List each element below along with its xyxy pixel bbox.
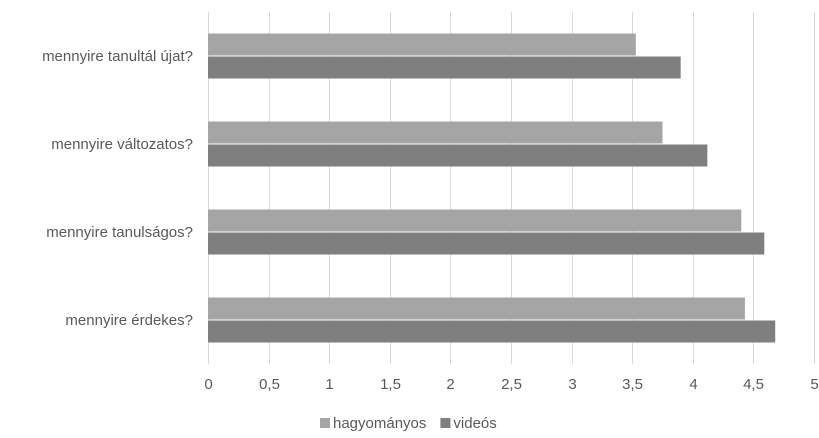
bar-videós bbox=[208, 320, 776, 343]
x-tick-label: 4 bbox=[689, 376, 697, 393]
x-tick-label: 2,5 bbox=[501, 376, 522, 393]
legend-label: hagyományos bbox=[333, 415, 426, 432]
bar-hagyományos bbox=[208, 121, 663, 144]
category-label: mennyire változatos? bbox=[51, 136, 193, 153]
bar-hagyományos bbox=[208, 297, 745, 320]
x-tick-label: 4,5 bbox=[743, 376, 764, 393]
x-tick-label: 3 bbox=[568, 376, 576, 393]
category-label: mennyire tanulságos? bbox=[46, 224, 193, 241]
legend-swatch bbox=[440, 418, 451, 428]
x-tick-label: 5 bbox=[810, 376, 818, 393]
bar-videós bbox=[208, 56, 681, 79]
category-labels: mennyire tanultál újat? mennyire változat… bbox=[42, 48, 193, 329]
legend: hagyományos videós bbox=[320, 415, 497, 432]
x-tick-label: 2 bbox=[446, 376, 454, 393]
bar-videós bbox=[208, 232, 765, 255]
x-tick-label: 0,5 bbox=[259, 376, 280, 393]
x-tick-labels: 0 0,5 1 1,5 2 2,5 3 3,5 4 4,5 5 bbox=[204, 376, 818, 393]
legend-label: videós bbox=[453, 415, 496, 432]
x-tick-label: 0 bbox=[204, 376, 212, 393]
bars bbox=[208, 33, 776, 343]
x-tick-label: 1 bbox=[325, 376, 333, 393]
x-tick-label: 1,5 bbox=[380, 376, 401, 393]
x-tick-label: 3,5 bbox=[622, 376, 643, 393]
category-label: mennyire tanultál újat? bbox=[42, 48, 193, 65]
bar-hagyományos bbox=[208, 209, 742, 232]
legend-swatch bbox=[320, 418, 330, 428]
bar-hagyományos bbox=[208, 33, 636, 56]
bar-videós bbox=[208, 144, 708, 167]
category-label: mennyire érdekes? bbox=[65, 312, 193, 329]
